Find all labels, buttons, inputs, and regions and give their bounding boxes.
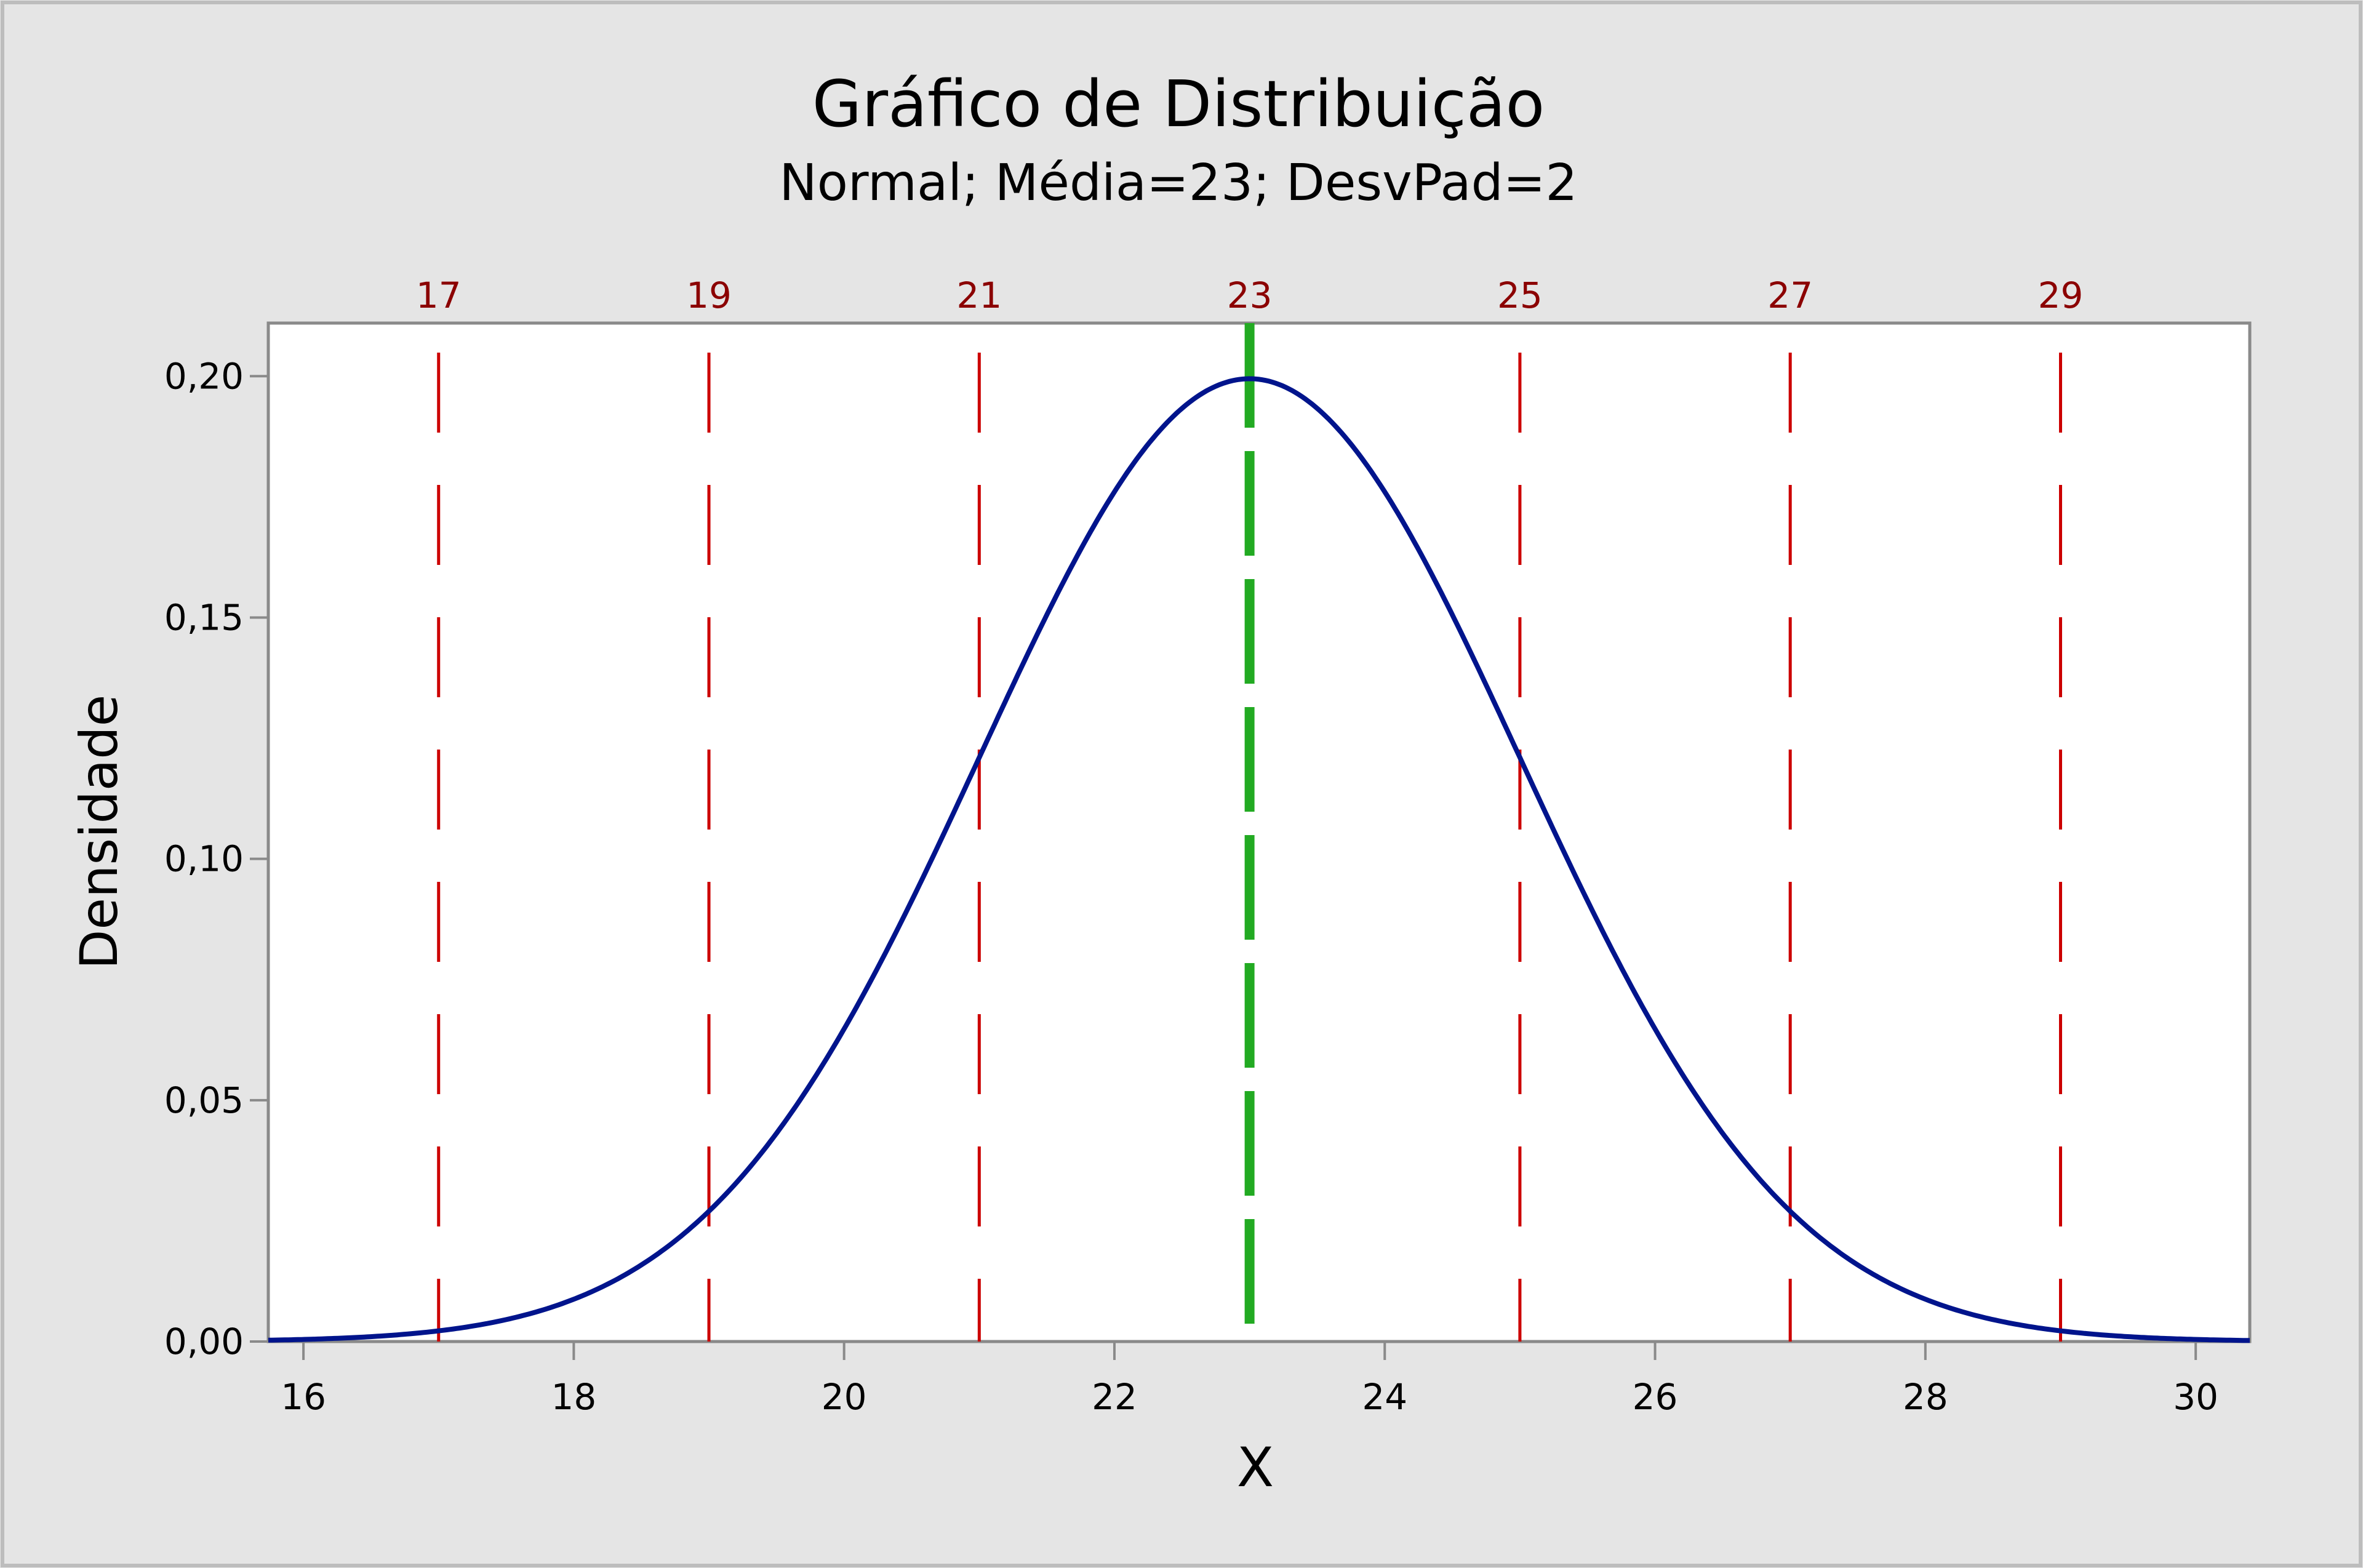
reference-line-label: 27 xyxy=(1767,274,1813,316)
chart-title: Gráfico de Distribuição xyxy=(812,66,1545,142)
x-tick-label: 22 xyxy=(1092,1376,1137,1418)
x-tick-label: 28 xyxy=(1903,1376,1948,1418)
y-tick-label: 0,15 xyxy=(164,596,244,638)
x-axis-label: X xyxy=(1237,1436,1274,1499)
y-axis-label: Densidade xyxy=(69,695,129,970)
reference-line-label: 23 xyxy=(1227,274,1273,316)
x-tick-label: 24 xyxy=(1362,1376,1407,1418)
y-tick-label: 0,10 xyxy=(164,838,244,880)
reference-line-label: 29 xyxy=(2038,274,2084,316)
y-tick-label: 0,00 xyxy=(164,1321,244,1362)
y-tick-label: 0,20 xyxy=(164,355,244,397)
x-tick-label: 30 xyxy=(2173,1376,2218,1418)
reference-line-label: 25 xyxy=(1497,274,1543,316)
reference-line-label: 19 xyxy=(686,274,732,316)
plot-area xyxy=(266,321,2252,1343)
y-tick-label: 0,05 xyxy=(164,1079,244,1121)
reference-line-label: 21 xyxy=(956,274,1002,316)
x-tick-label: 18 xyxy=(551,1376,596,1418)
x-tick-label: 26 xyxy=(1633,1376,1678,1418)
x-tick-label: 20 xyxy=(822,1376,867,1418)
x-tick-label: 16 xyxy=(281,1376,326,1418)
density-curve xyxy=(268,376,2250,1343)
chart-subtitle: Normal; Média=23; DesvPad=2 xyxy=(779,154,1577,212)
reference-line-label: 17 xyxy=(416,274,462,316)
